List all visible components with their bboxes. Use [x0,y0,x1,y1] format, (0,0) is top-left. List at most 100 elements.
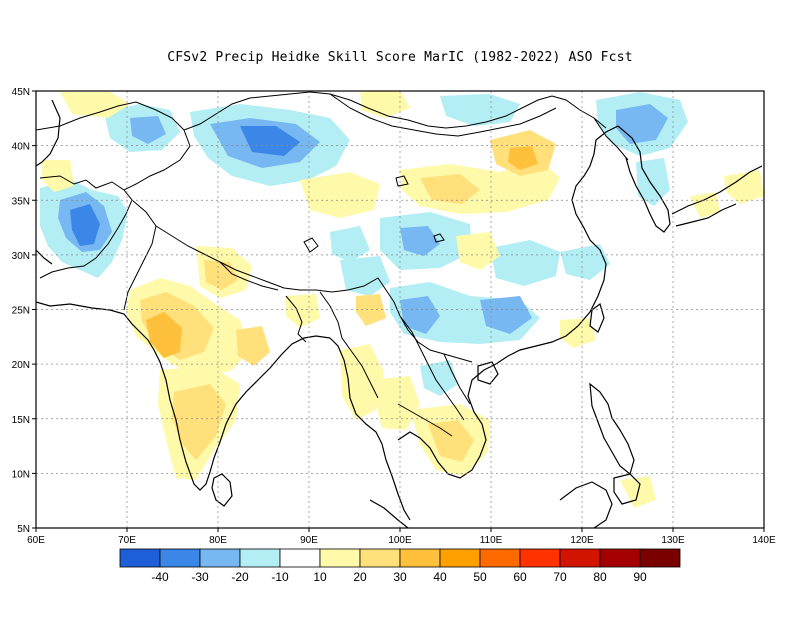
y-tick-label: 5N [17,524,30,535]
colorbar-label: 50 [473,570,487,584]
shade-kazakh [60,92,130,118]
y-tick-label: 30N [12,251,30,262]
shade-tibet-east-core [400,226,440,256]
shade-qinghai [456,232,500,270]
coast-korea [617,125,671,233]
x-tick-label: 70E [118,535,136,546]
colorbar-label: 90 [633,570,647,584]
coast-hainan [477,361,499,385]
colorbar-label: 70 [553,570,567,584]
coastlines [36,99,763,528]
y-axis-ticks: 5N 10N 15N 20N 25N 30N 35N 40N 45N [12,87,36,535]
colorbar-swatch [319,548,361,568]
colorbar-label: 40 [433,570,447,584]
colorbar-swatch [359,548,401,568]
border-central-asia [36,101,191,191]
border-laos [399,315,465,421]
coast-borneo [559,481,613,528]
y-tick-label: 10N [12,469,30,480]
colorbar-label: -30 [191,570,209,584]
shade-tibet-west [330,226,370,262]
shade-yunnan-core [400,296,440,334]
shade-north-china-core [420,174,480,204]
colorbar-label: -40 [151,570,169,584]
colorbar-swatch [639,548,681,568]
colorbar-swatch [479,548,521,568]
colorbar-swatch [239,548,281,568]
x-tick-label: 110E [480,535,503,546]
coast-gulf-thailand [397,125,619,479]
border-mongolia [329,93,557,137]
shade-burma [340,256,390,296]
border-himalaya [155,225,473,363]
border-iran-afg [39,175,133,279]
colorbar-label: 20 [353,570,367,584]
colorbar-label: 30 [393,570,407,584]
shade-tarim-dark [240,126,300,156]
shade-southchina [480,296,532,334]
colorbar-swatch [279,548,321,568]
x-tick-label: 60E [27,535,45,546]
y-tick-label: 25N [12,306,30,317]
x-tick-label: 80E [209,535,227,546]
border-tibet-lakes-1 [303,237,319,253]
shade-japan [724,170,764,204]
colorbar-swatch [599,548,641,568]
border-myanmar [319,291,379,399]
coast-srilanka [211,473,233,507]
shade-loess-peak [508,146,538,170]
border-bangladesh [285,295,307,343]
chart-title: CFSv2 Precip Heidke Skill Score MarIC (1… [167,50,633,65]
shade-eastchina [490,240,560,286]
x-tick-label: 100E [388,535,412,546]
colorbar-label: 60 [513,570,527,584]
shade-mongolia-west [360,91,410,118]
coast-arabian-sea [36,301,331,491]
x-tick-label: 140E [752,535,776,546]
shade-central-india [236,326,270,366]
shade-afghanistan-dark [70,204,100,246]
colorbar-swatch [159,548,201,568]
shade-centralasia-core [130,116,166,144]
colorbar-swatch [519,548,561,568]
colorbar-label: 80 [593,570,607,584]
coast-caspian [36,99,61,167]
shade-philippines-sea [560,244,610,280]
shade-manchuria-core [616,104,668,144]
border-tibet-lakes-2 [395,175,409,187]
colorbar-swatch [199,548,241,568]
colorbar-label: 10 [313,570,327,584]
gridlines [36,91,764,528]
border-china-korea [593,117,629,161]
x-tick-label: 90E [300,535,318,546]
colorbar-label: -10 [271,570,289,584]
x-tick-label: 120E [570,535,594,546]
border-tibet-lakes-3 [433,233,445,243]
shade-thailand [370,376,420,430]
border-pak-india [123,199,157,311]
coast-japan [671,165,763,215]
skill-shading [40,91,764,508]
border-china-kaz [183,91,607,131]
shade-gangetic-core [204,260,238,290]
border-thai-cambodia [397,403,453,437]
x-axis-ticks: 60E 70E 80E 90E 100E 110E 120E 130E 140E [27,528,776,546]
border-vietnam [443,353,471,405]
shade-tibet-central [300,172,380,218]
coast-persian [36,249,53,265]
coast-japan-south [675,203,737,227]
y-tick-label: 20N [12,360,30,371]
coast-burma [329,337,411,521]
colorbar-swatch [559,548,601,568]
y-tick-label: 35N [12,196,30,207]
y-tick-label: 45N [12,87,30,98]
colorbar: -40 -30 -20 -10 10 20 30 40 50 60 70 80 90 [119,548,681,584]
shade-korea [636,158,670,206]
colorbar-swatch [439,548,481,568]
x-tick-label: 130E [661,535,685,546]
shade-india-south-core [172,384,226,460]
colorbar-label: -20 [231,570,249,584]
shade-korea-south [690,192,720,218]
colorbar-swatch [399,548,441,568]
